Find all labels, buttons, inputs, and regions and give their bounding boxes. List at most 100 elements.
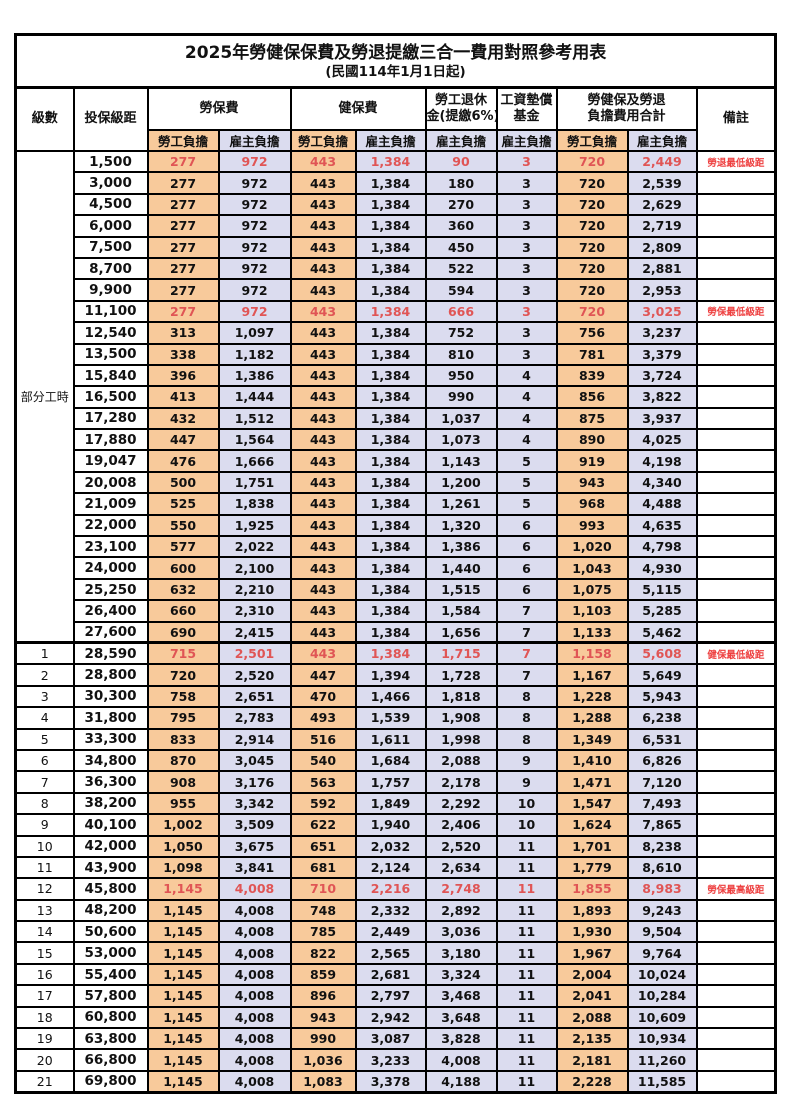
cell-health-employee: 443 <box>289 406 357 431</box>
cell-arrears-employer: 4 <box>495 406 558 431</box>
cell-health-employee: 443 <box>289 171 357 195</box>
table-row: 20,008 500 1,751 443 1,384 1,200 5 943 4,340 <box>16 470 777 495</box>
cell-arrears-employer: 8 <box>495 706 558 730</box>
cell-total-employer: 7,120 <box>626 770 698 794</box>
cell-remark <box>695 363 777 388</box>
cell-pension-employer: 1,440 <box>424 556 498 580</box>
cell-total-employee: 2,228 <box>555 1069 629 1094</box>
cell-insured-bracket: 50,600 <box>72 920 149 944</box>
cell-labor-employee: 1,145 <box>146 962 220 987</box>
cell-total-employee: 856 <box>555 385 629 409</box>
cell-pension-employer: 1,998 <box>424 727 498 751</box>
cell-health-employer: 1,384 <box>354 620 427 645</box>
cell-arrears-employer: 11 <box>495 984 558 1008</box>
subheader-labor-employee: 勞工負擔 <box>146 129 220 152</box>
table-row: 24,000 600 2,100 443 1,384 1,440 6 1,043 4,930 <box>16 556 777 580</box>
header-total-line1: 勞健保及勞退 <box>587 92 666 108</box>
cell-total-employee: 2,004 <box>555 962 629 987</box>
header-wage-arrears-fund: 工資墊償 基金 <box>495 86 558 131</box>
cell-health-employee: 443 <box>289 470 357 495</box>
cell-insured-bracket: 28,800 <box>72 663 149 687</box>
cell-level: 9 <box>14 813 75 837</box>
cell-remark <box>695 342 777 366</box>
cell-total-employee: 720 <box>555 214 629 238</box>
table-row: 6,000 277 972 443 1,384 360 3 720 2,719 <box>16 214 777 238</box>
cell-arrears-employer: 3 <box>495 235 558 259</box>
cell-insured-bracket: 25,250 <box>72 577 149 602</box>
cell-arrears-employer: 11 <box>495 1005 558 1030</box>
cell-pension-employer: 950 <box>424 363 498 388</box>
cell-insured-bracket: 55,400 <box>72 962 149 987</box>
cell-labor-employer: 1,666 <box>217 449 292 473</box>
cell-arrears-employer: 3 <box>495 214 558 238</box>
cell-labor-employer: 1,751 <box>217 470 292 495</box>
subheader-health-employee: 勞工負擔 <box>289 129 357 152</box>
cell-labor-employee: 715 <box>146 641 220 666</box>
cell-labor-employer: 1,512 <box>217 406 292 431</box>
cell-pension-employer: 1,728 <box>424 663 498 687</box>
cell-health-employee: 443 <box>289 577 357 602</box>
cell-insured-bracket: 66,800 <box>72 1048 149 1072</box>
cell-pension-employer: 1,320 <box>424 513 498 538</box>
cell-health-employee: 443 <box>289 385 357 409</box>
cell-insured-bracket: 28,590 <box>72 641 149 666</box>
cell-labor-employer: 3,045 <box>217 748 292 773</box>
cell-arrears-employer: 11 <box>495 962 558 987</box>
cell-labor-employee: 432 <box>146 406 220 431</box>
cell-labor-employee: 1,145 <box>146 984 220 1008</box>
cell-remark <box>695 406 777 431</box>
cell-total-employer: 4,635 <box>626 513 698 538</box>
cell-arrears-employer: 11 <box>495 877 558 901</box>
cell-health-employee: 651 <box>289 834 357 858</box>
cell-health-employer: 1,384 <box>354 342 427 366</box>
cell-insured-bracket: 13,500 <box>72 342 149 366</box>
cell-insured-bracket: 20,008 <box>72 470 149 495</box>
cell-health-employee: 470 <box>289 684 357 709</box>
cell-total-employer: 2,881 <box>626 256 698 281</box>
cell-health-employer: 1,384 <box>354 556 427 580</box>
cell-health-employee: 443 <box>289 214 357 238</box>
cell-pension-employer: 270 <box>424 192 498 217</box>
cell-insured-bracket: 16,500 <box>72 385 149 409</box>
cell-pension-employer: 2,292 <box>424 791 498 816</box>
cell-arrears-employer: 8 <box>495 727 558 751</box>
cell-total-employee: 1,855 <box>555 877 629 901</box>
cell-total-employer: 7,493 <box>626 791 698 816</box>
cell-remark <box>695 920 777 944</box>
cell-labor-employee: 577 <box>146 535 220 559</box>
cell-total-employee: 1,349 <box>555 727 629 751</box>
cell-total-employee: 720 <box>555 278 629 302</box>
table-row: 16 55,400 1,145 4,008 859 2,681 3,324 11 2,004 10… <box>14 962 777 987</box>
cell-remark <box>695 941 777 965</box>
cell-total-employer: 10,609 <box>626 1005 698 1030</box>
cell-labor-employer: 4,008 <box>217 1005 292 1030</box>
cell-remark <box>695 235 777 259</box>
cell-pension-employer: 3,828 <box>424 1026 498 1051</box>
cell-health-employer: 1,384 <box>354 577 427 602</box>
cell-insured-bracket: 30,300 <box>72 684 149 709</box>
cell-insured-bracket: 12,540 <box>72 321 149 345</box>
cell-health-employee: 443 <box>289 449 357 473</box>
cell-health-employer: 1,384 <box>354 149 427 174</box>
cell-pension-employer: 3,324 <box>424 962 498 987</box>
cell-insured-bracket: 19,047 <box>72 449 149 473</box>
cell-health-employee: 443 <box>289 235 357 259</box>
header-insured-bracket: 投保級距 <box>72 86 149 152</box>
cell-labor-employee: 1,145 <box>146 920 220 944</box>
header-level: 級數 <box>14 86 75 152</box>
cell-total-employee: 1,410 <box>555 748 629 773</box>
cell-total-employer: 2,719 <box>626 214 698 238</box>
cell-total-employer: 9,504 <box>626 920 698 944</box>
cell-health-employee: 516 <box>289 727 357 751</box>
cell-total-employee: 1,228 <box>555 684 629 709</box>
cell-labor-employee: 525 <box>146 492 220 516</box>
cell-labor-employer: 1,564 <box>217 428 292 452</box>
cell-total-employee: 890 <box>555 428 629 452</box>
cell-total-employer: 11,260 <box>626 1048 698 1072</box>
cell-health-employee: 443 <box>289 256 357 281</box>
table-row: 27,600 690 2,415 443 1,384 1,656 7 1,133 5,462 <box>16 620 777 645</box>
cell-pension-employer: 3,180 <box>424 941 498 965</box>
cell-total-employer: 5,285 <box>626 599 698 623</box>
cell-total-employer: 4,798 <box>626 535 698 559</box>
table-row: 17 57,800 1,145 4,008 896 2,797 3,468 11 2,041 10… <box>14 984 777 1008</box>
